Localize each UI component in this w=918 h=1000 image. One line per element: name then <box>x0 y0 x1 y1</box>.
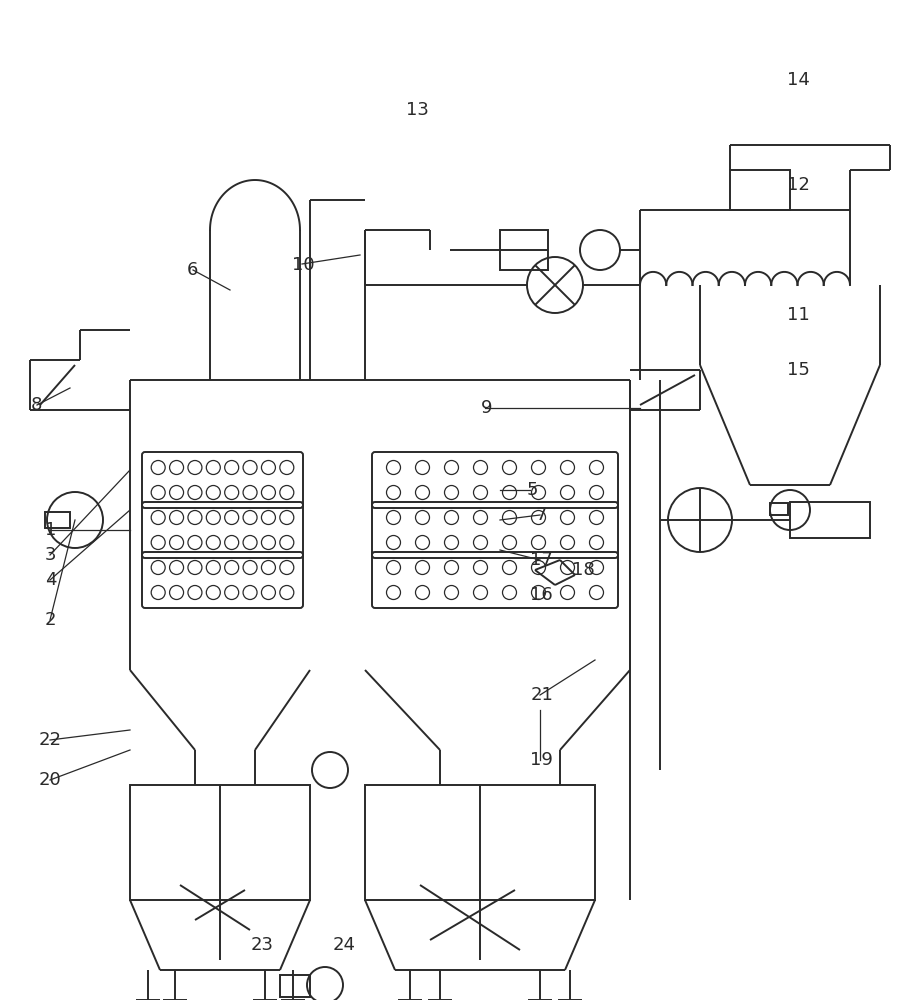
Text: 23: 23 <box>250 936 274 954</box>
Text: 19: 19 <box>531 751 553 769</box>
Bar <box>130 785 310 900</box>
Text: 22: 22 <box>39 731 62 749</box>
Text: 1: 1 <box>45 521 56 539</box>
Text: 4: 4 <box>45 571 56 589</box>
Text: 24: 24 <box>332 936 356 954</box>
Text: 17: 17 <box>531 551 553 569</box>
Bar <box>770 503 788 515</box>
Text: 3: 3 <box>45 546 56 564</box>
Bar <box>790 502 870 538</box>
Text: 18: 18 <box>572 561 594 579</box>
Text: 11: 11 <box>788 306 810 324</box>
Bar <box>730 170 790 210</box>
Text: 16: 16 <box>531 586 553 604</box>
Bar <box>500 230 548 270</box>
Text: 21: 21 <box>531 686 553 704</box>
Text: 20: 20 <box>39 771 62 789</box>
Text: 8: 8 <box>31 396 42 414</box>
Text: 7: 7 <box>536 506 547 524</box>
Bar <box>365 785 595 900</box>
Text: 13: 13 <box>407 101 429 119</box>
Text: 9: 9 <box>481 399 492 417</box>
Text: 15: 15 <box>788 361 810 379</box>
Text: 5: 5 <box>527 481 538 499</box>
Text: 14: 14 <box>788 71 810 89</box>
Text: 10: 10 <box>292 256 314 274</box>
Text: 6: 6 <box>187 261 198 279</box>
Bar <box>45 512 70 528</box>
Text: 12: 12 <box>788 176 810 194</box>
Bar <box>280 975 310 997</box>
Text: 2: 2 <box>45 611 56 629</box>
